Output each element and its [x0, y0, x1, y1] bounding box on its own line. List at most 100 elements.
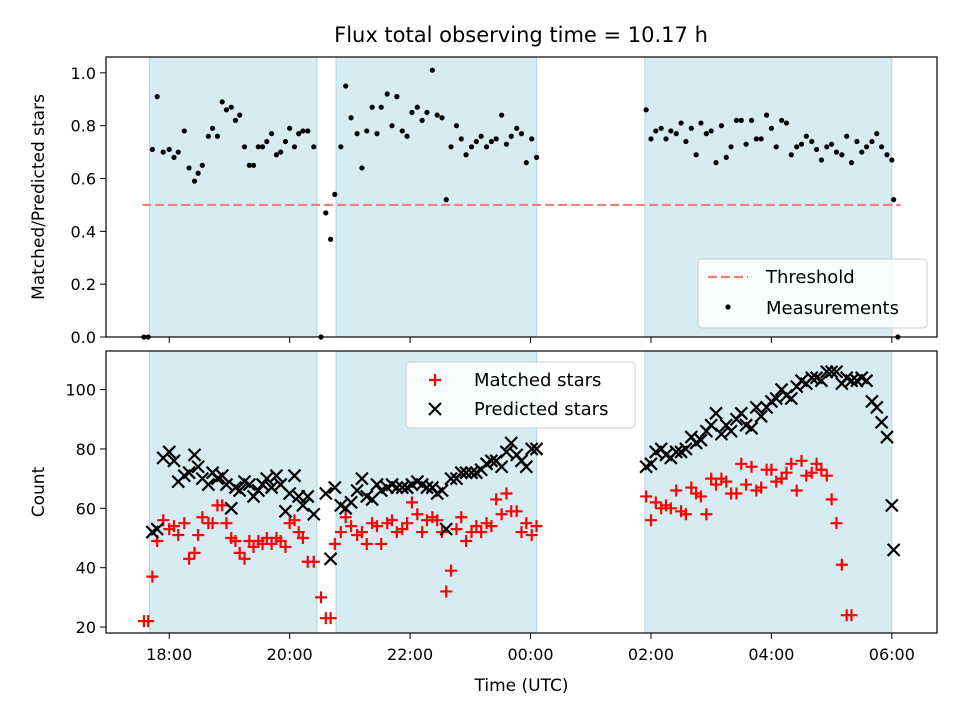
measurement-point: [803, 133, 809, 139]
measurement-point: [458, 136, 464, 142]
measurement-point: [488, 138, 494, 145]
predicted-star-point: [820, 365, 834, 379]
matched-star-point: [790, 484, 803, 497]
legend-measurement-swatch: [725, 304, 731, 310]
measurement-point: [296, 131, 302, 137]
y-tick-label: 0.4: [71, 222, 96, 241]
matched-star-point: [445, 564, 458, 577]
bottom-panel-star-counts: 20 40 60 80 100 18:00 20:00 22:00 00:00 02:00 04:0…: [29, 350, 938, 696]
matched-star-point: [730, 487, 743, 500]
measurement-point: [338, 144, 344, 150]
measurement-point: [232, 117, 239, 123]
predicted-star-point: [724, 424, 738, 438]
measurement-point: [483, 144, 490, 150]
measurement-point: [533, 154, 540, 160]
matched-star-point: [640, 490, 653, 503]
matched-star-point: [644, 514, 657, 527]
legend: Threshold Measurements: [697, 258, 928, 329]
measurement-point: [743, 141, 749, 147]
predicted-star-point: [255, 477, 270, 492]
y-tick-label: 60: [76, 499, 96, 518]
measurement-point: [332, 191, 338, 197]
measurement-point: [246, 162, 252, 168]
predicted-star-point: [355, 471, 369, 486]
matched-star-point: [314, 591, 327, 604]
matched-star-point: [431, 514, 444, 527]
predicted-star-point: [504, 436, 519, 450]
predicted-star-point: [306, 507, 321, 522]
predicted-star-point: [323, 552, 338, 566]
measurement-point: [364, 128, 370, 134]
measurement-point: [693, 152, 699, 158]
measurement-point: [278, 149, 284, 155]
matched-star-point: [178, 517, 191, 530]
measurement-point: [424, 109, 430, 116]
measurement-point: [653, 128, 659, 134]
measurement-point: [748, 117, 755, 123]
matched-star-point: [345, 520, 358, 533]
measurement-point: [343, 83, 349, 89]
measurement-point: [688, 125, 694, 131]
predicted-star-point: [709, 406, 723, 421]
y-tick-label: 40: [76, 559, 96, 578]
measurement-point: [273, 152, 280, 158]
measurement-point: [738, 117, 744, 123]
matched-star-point: [307, 555, 320, 568]
measurement-point: [869, 138, 875, 145]
matched-star-point: [370, 520, 383, 533]
measurement-point: [404, 133, 410, 139]
predicted-star-point: [880, 430, 894, 444]
x-tick-label: 02:00: [628, 645, 674, 664]
measurement-point: [891, 197, 897, 203]
y-tick-label: 100: [65, 381, 96, 400]
predicted-star-point: [187, 448, 202, 462]
matched-star-point: [360, 537, 373, 550]
matched-star-point: [820, 469, 833, 482]
matched-star-point: [525, 529, 538, 542]
observing-window-span: [335, 56, 538, 338]
predicted-star-point: [734, 406, 749, 421]
legend-box: [697, 258, 928, 329]
predicted-star-point: [444, 471, 458, 486]
matched-star-point: [328, 537, 341, 550]
measurement-point: [783, 120, 790, 126]
measurement-point: [354, 131, 360, 137]
predicted-star-point: [784, 391, 799, 406]
predicted-star-point: [524, 442, 539, 456]
predicted-star-point: [844, 373, 859, 388]
y-tick-label: 80: [76, 440, 96, 459]
measurement-point: [160, 149, 166, 155]
matched-star-point: [694, 490, 707, 503]
matched-star-point: [168, 520, 181, 533]
measurement-point: [668, 128, 674, 134]
matched-star-point: [530, 520, 543, 533]
measurement-point: [409, 109, 415, 116]
predicted-star-point: [264, 480, 279, 495]
measurement-point: [794, 144, 800, 150]
legend-box: [405, 361, 636, 429]
matched-star-point: [720, 475, 733, 488]
x-tick-label: 18:00: [146, 645, 192, 664]
predicted-star-point: [669, 445, 684, 459]
matched-star-point: [710, 478, 723, 491]
measurement-point: [863, 144, 870, 150]
measurement-point: [323, 210, 329, 216]
measurement-point: [328, 236, 334, 242]
y-tick-label: 0.6: [71, 170, 96, 189]
measurement-point: [186, 165, 192, 171]
observing-window-span: [644, 350, 893, 634]
matched-star-point: [188, 546, 201, 559]
legend-label: Predicted stars: [474, 399, 608, 420]
measurement-point: [798, 141, 805, 147]
measurement-point: [259, 144, 266, 150]
predicted-star-point: [494, 459, 509, 474]
matched-star-point: [334, 526, 347, 539]
measurement-point: [149, 146, 155, 153]
measurement-point: [673, 131, 679, 137]
matched-star-point: [679, 508, 692, 521]
predicted-star-point: [694, 433, 708, 447]
predicted-star-point: [251, 483, 266, 498]
matched-star-point: [740, 478, 753, 491]
matched-star-point: [485, 520, 498, 533]
measurement-point: [369, 104, 375, 110]
